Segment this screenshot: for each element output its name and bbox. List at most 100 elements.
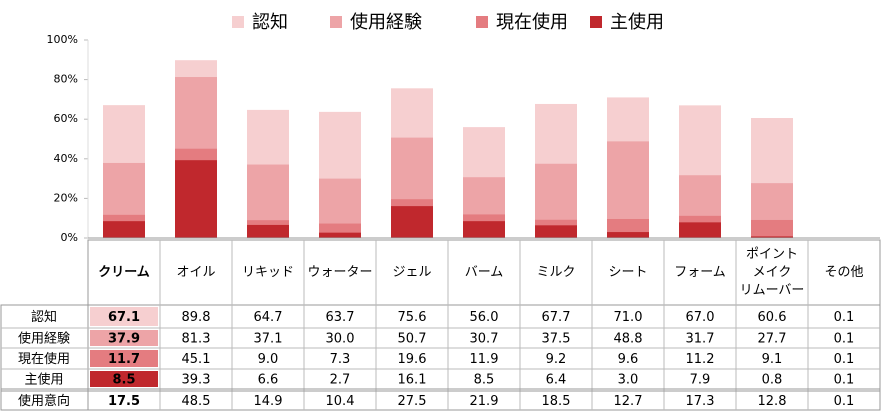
label-line: フォーム: [674, 265, 726, 280]
highlight-cell: [90, 371, 158, 387]
legend-swatch: [476, 16, 488, 28]
cell-value: 0.1: [834, 352, 855, 367]
x-tick-label: クリーム: [98, 265, 150, 280]
x-tick-label: ジェル: [392, 265, 431, 280]
row-label: 使用経験: [18, 331, 70, 347]
cell-value: 0.1: [834, 310, 855, 325]
cell-value: 81.3: [182, 332, 211, 347]
cell-value: 67.1: [108, 310, 140, 325]
bar: [391, 206, 433, 238]
cell-value: 21.9: [470, 394, 499, 409]
cell-value: 56.0: [470, 310, 499, 325]
cell-value: 6.6: [258, 373, 279, 388]
y-tick-label: 100%: [47, 33, 78, 46]
legend-label: 認知: [252, 12, 288, 33]
cell-value: 30.7: [470, 332, 499, 347]
label-line: ウォーター: [307, 265, 372, 280]
cell-value: 60.6: [758, 310, 787, 325]
cell-value: 9.2: [546, 352, 567, 367]
x-tick-label: ポイントメイクリムーバー: [740, 247, 805, 298]
x-tick-label: ミルク: [536, 265, 575, 280]
x-tick-label: その他: [824, 265, 863, 280]
cell-value: 30.0: [326, 332, 355, 347]
cell-value: 37.1: [254, 332, 283, 347]
cell-value: 17.3: [686, 394, 715, 409]
cell-value: 2.7: [330, 373, 351, 388]
cell-value: 16.1: [398, 373, 427, 388]
cell-value: 0.1: [834, 332, 855, 347]
cell-value: 50.7: [398, 332, 427, 347]
cell-value: 10.4: [326, 394, 355, 409]
cell-value: 27.5: [398, 394, 427, 409]
cell-value: 64.7: [254, 310, 283, 325]
legend-label: 使用経験: [350, 12, 422, 33]
cell-value: 8.5: [112, 373, 135, 388]
bar: [463, 221, 505, 238]
x-tick-label: シート: [608, 265, 647, 280]
label-line: バーム: [465, 265, 504, 280]
label-line: リキッド: [242, 265, 294, 280]
row-label: 使用意向: [18, 393, 70, 409]
cell-value: 31.7: [686, 332, 715, 347]
cell-value: 37.9: [108, 332, 140, 347]
y-tick-label: 60%: [54, 112, 78, 125]
row-label: 認知: [31, 309, 57, 325]
y-tick-label: 80%: [54, 73, 78, 86]
cell-value: 19.6: [398, 352, 427, 367]
x-tick-label: バーム: [465, 265, 504, 280]
highlight-cell: [90, 307, 158, 326]
legend-swatch: [330, 16, 342, 28]
label-line: ジェル: [392, 265, 431, 280]
y-tick-label: 0%: [61, 231, 78, 244]
cell-value: 11.9: [470, 352, 499, 367]
legend-label: 主使用: [610, 12, 664, 33]
label-line: リムーバー: [740, 283, 805, 298]
cell-value: 0.1: [834, 394, 855, 409]
x-tick-label: フォーム: [674, 265, 726, 280]
bar: [679, 222, 721, 238]
y-tick-label: 20%: [54, 191, 78, 204]
cell-value: 67.7: [542, 310, 571, 325]
legend-swatch: [232, 16, 244, 28]
bar: [751, 219, 793, 238]
cell-value: 11.2: [686, 352, 715, 367]
row-label: 主使用: [24, 372, 63, 388]
cell-value: 9.0: [258, 352, 279, 367]
cell-value: 12.8: [758, 394, 787, 409]
bar: [175, 160, 217, 238]
cell-value: 39.3: [182, 373, 211, 388]
label-line: ミルク: [536, 265, 575, 280]
cell-value: 14.9: [254, 394, 283, 409]
bar: [247, 224, 289, 238]
bar: [103, 221, 145, 238]
cell-value: 89.8: [182, 310, 211, 325]
bar: [319, 232, 361, 238]
highlight-cell: [90, 350, 158, 367]
cell-value: 27.7: [758, 332, 787, 347]
cell-value: 18.5: [542, 394, 571, 409]
cell-value: 7.9: [690, 373, 711, 388]
bar: [535, 225, 577, 238]
cell-value: 75.6: [398, 310, 427, 325]
cell-value: 71.0: [614, 310, 643, 325]
cell-value: 48.8: [614, 332, 643, 347]
cell-value: 12.7: [614, 394, 643, 409]
legend-label: 現在使用: [496, 12, 568, 33]
cell-value: 0.1: [834, 373, 855, 388]
cell-value: 0.8: [762, 373, 783, 388]
legend-swatch: [590, 16, 602, 28]
x-tick-label: オイル: [176, 265, 215, 280]
bar: [607, 232, 649, 238]
cell-value: 3.0: [618, 373, 639, 388]
label-line: シート: [608, 265, 647, 280]
cell-value: 11.7: [108, 352, 140, 367]
cell-value: 45.1: [182, 352, 211, 367]
x-tick-label: リキッド: [242, 265, 294, 280]
cell-value: 48.5: [182, 394, 211, 409]
table-border: [0, 304, 881, 411]
cell-value: 7.3: [330, 352, 351, 367]
bar: [751, 236, 793, 238]
cell-value: 67.0: [686, 310, 715, 325]
x-tick-label: ウォーター: [307, 265, 372, 280]
